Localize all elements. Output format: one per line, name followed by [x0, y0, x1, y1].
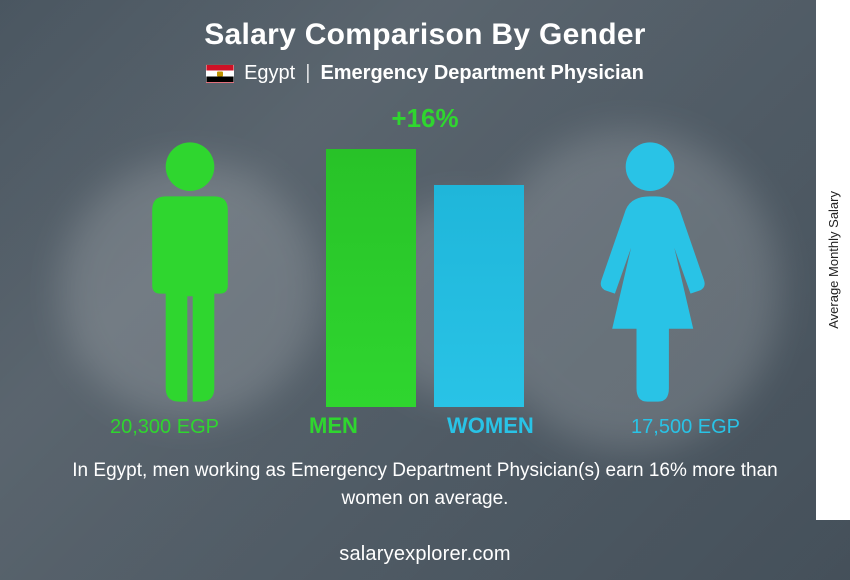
separator: | [305, 62, 310, 85]
bar-men [326, 149, 416, 407]
male-icon [120, 137, 260, 407]
bars-group [326, 149, 524, 407]
salary-women: 17,500 EGP [631, 416, 740, 439]
female-icon [580, 137, 720, 407]
comparison-chart: +16% MEN WOMEN 20,300 EGP 17,500 EGP [0, 103, 850, 453]
difference-label: +16% [391, 103, 458, 134]
footer-source: salaryexplorer.com [0, 543, 850, 566]
bar-label-men: MEN [309, 413, 358, 439]
bar-women [434, 185, 524, 407]
salary-men: 20,300 EGP [110, 416, 219, 439]
bar-label-women: WOMEN [447, 413, 534, 439]
flag-icon [206, 64, 234, 83]
